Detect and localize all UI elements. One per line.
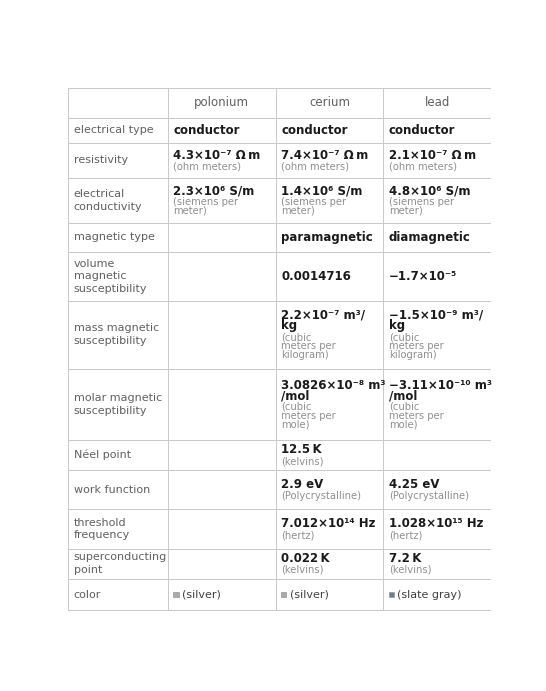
Text: (ohm meters): (ohm meters) — [389, 161, 457, 171]
Text: (kelvins): (kelvins) — [281, 456, 324, 466]
Text: meters per: meters per — [389, 410, 444, 421]
Text: (ohm meters): (ohm meters) — [173, 161, 241, 171]
Text: 2.3×10⁶ S/m: 2.3×10⁶ S/m — [173, 184, 254, 198]
Text: polonium: polonium — [194, 96, 249, 109]
Text: 3.0826×10⁻⁸ m³: 3.0826×10⁻⁸ m³ — [281, 379, 385, 392]
Text: meter): meter) — [281, 206, 314, 216]
Text: (cubic: (cubic — [281, 401, 311, 412]
Text: meters per: meters per — [281, 341, 336, 351]
Text: (slate gray): (slate gray) — [397, 589, 462, 600]
Text: 2.1×10⁻⁷ Ω m: 2.1×10⁻⁷ Ω m — [389, 149, 476, 162]
Text: 4.25 eV: 4.25 eV — [389, 478, 440, 491]
Text: /mol: /mol — [281, 389, 310, 402]
Text: (silver): (silver) — [182, 589, 221, 600]
Bar — [389, 592, 394, 597]
Text: (hertz): (hertz) — [389, 530, 422, 540]
Text: electrical type: electrical type — [74, 125, 153, 135]
Text: mole): mole) — [281, 419, 310, 429]
Text: diamagnetic: diamagnetic — [389, 231, 471, 244]
Bar — [281, 592, 287, 597]
Text: kilogram): kilogram) — [281, 350, 329, 360]
Text: mass magnetic
susceptibility: mass magnetic susceptibility — [74, 323, 159, 346]
Text: −3.11×10⁻¹⁰ m³: −3.11×10⁻¹⁰ m³ — [389, 379, 492, 392]
Text: kg: kg — [389, 319, 405, 332]
Text: threshold
frequency: threshold frequency — [74, 518, 130, 540]
Text: 1.028×10¹⁵ Hz: 1.028×10¹⁵ Hz — [389, 518, 483, 530]
Text: meter): meter) — [389, 206, 423, 216]
Text: (ohm meters): (ohm meters) — [281, 161, 349, 171]
Text: (siemens per: (siemens per — [281, 197, 346, 207]
Text: −1.5×10⁻⁹ m³/: −1.5×10⁻⁹ m³/ — [389, 309, 483, 322]
Text: 0.0014716: 0.0014716 — [281, 269, 351, 283]
Text: (cubic: (cubic — [389, 332, 419, 342]
Text: work function: work function — [74, 485, 150, 495]
Text: superconducting
point: superconducting point — [74, 553, 167, 575]
Text: 2.2×10⁻⁷ m³/: 2.2×10⁻⁷ m³/ — [281, 309, 365, 322]
Text: 2.9 eV: 2.9 eV — [281, 478, 323, 491]
Text: kilogram): kilogram) — [389, 350, 437, 360]
Text: −1.7×10⁻⁵: −1.7×10⁻⁵ — [389, 269, 457, 283]
Text: conductor: conductor — [389, 124, 455, 137]
Text: (cubic: (cubic — [281, 332, 311, 342]
Text: mole): mole) — [389, 419, 418, 429]
Text: (kelvins): (kelvins) — [389, 565, 431, 575]
Text: volume
magnetic
susceptibility: volume magnetic susceptibility — [74, 259, 147, 294]
Text: 0.022 K: 0.022 K — [281, 552, 330, 565]
Text: (siemens per: (siemens per — [389, 197, 454, 207]
Text: resistivity: resistivity — [74, 155, 128, 165]
Text: 4.8×10⁶ S/m: 4.8×10⁶ S/m — [389, 184, 471, 198]
Bar — [173, 592, 179, 597]
Text: 1.4×10⁶ S/m: 1.4×10⁶ S/m — [281, 184, 363, 198]
Text: electrical
conductivity: electrical conductivity — [74, 189, 143, 211]
Text: paramagnetic: paramagnetic — [281, 231, 373, 244]
Text: 7.4×10⁻⁷ Ω m: 7.4×10⁻⁷ Ω m — [281, 149, 368, 162]
Text: (hertz): (hertz) — [281, 530, 314, 540]
Text: meter): meter) — [173, 206, 207, 216]
Text: conductor: conductor — [173, 124, 240, 137]
Text: (siemens per: (siemens per — [173, 197, 238, 207]
Text: /mol: /mol — [389, 389, 417, 402]
Text: cerium: cerium — [309, 96, 350, 109]
Text: (silver): (silver) — [289, 589, 328, 600]
Text: (kelvins): (kelvins) — [281, 565, 324, 575]
Text: meters per: meters per — [389, 341, 444, 351]
Text: meters per: meters per — [281, 410, 336, 421]
Text: 4.3×10⁻⁷ Ω m: 4.3×10⁻⁷ Ω m — [173, 149, 260, 162]
Text: 7.2 K: 7.2 K — [389, 552, 422, 565]
Text: (Polycrystalline): (Polycrystalline) — [281, 491, 361, 501]
Text: 7.012×10¹⁴ Hz: 7.012×10¹⁴ Hz — [281, 518, 376, 530]
Text: color: color — [74, 589, 101, 600]
Text: (Polycrystalline): (Polycrystalline) — [389, 491, 469, 501]
Text: (cubic: (cubic — [389, 401, 419, 412]
Text: 12.5 K: 12.5 K — [281, 444, 322, 457]
Text: conductor: conductor — [281, 124, 347, 137]
Text: magnetic type: magnetic type — [74, 232, 155, 243]
Text: lead: lead — [425, 96, 450, 109]
Text: Néel point: Néel point — [74, 450, 131, 460]
Text: kg: kg — [281, 319, 297, 332]
Text: molar magnetic
susceptibility: molar magnetic susceptibility — [74, 393, 162, 415]
